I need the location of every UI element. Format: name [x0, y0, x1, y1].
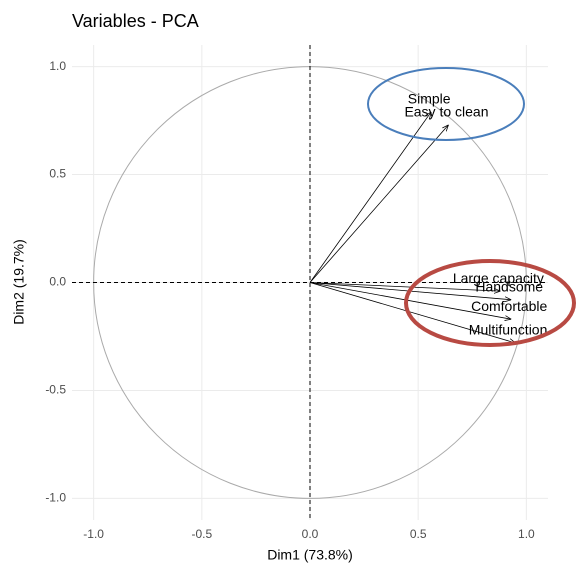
y-tick-label: 1.0	[49, 59, 66, 73]
y-axis-label: Dim2 (19.7%)	[11, 239, 27, 325]
variable-arrow	[309, 112, 431, 283]
variable-label: Handsome	[475, 278, 543, 294]
variable-label: Multifunctional	[469, 322, 559, 338]
variable-arrow	[309, 282, 500, 292]
highlight-ellipse	[367, 67, 525, 141]
variable-label: Large capacity	[453, 270, 544, 286]
variable-arrow	[309, 282, 511, 320]
x-tick-label: 1.0	[518, 527, 535, 541]
y-tick-label: -0.5	[45, 383, 66, 397]
x-tick-label: 0.5	[410, 527, 427, 541]
x-tick-label: 0.0	[302, 527, 319, 541]
variable-label: Easy to clean	[404, 104, 488, 120]
y-tick-label: 0.0	[49, 275, 66, 289]
y-tick-label: -1.0	[45, 491, 66, 505]
chart-title: Variables - PCA	[72, 11, 199, 31]
x-tick-label: -0.5	[191, 527, 212, 541]
x-axis-label: Dim1 (73.8%)	[267, 547, 353, 563]
highlight-ellipse	[404, 259, 576, 347]
y-tick-label: 0.5	[49, 167, 66, 181]
variable-label: Simple	[408, 91, 451, 107]
x-tick-label: -1.0	[83, 527, 104, 541]
variable-arrow	[309, 125, 448, 283]
variable-arrow	[309, 282, 516, 343]
variable-label: Comfortable	[471, 298, 547, 314]
